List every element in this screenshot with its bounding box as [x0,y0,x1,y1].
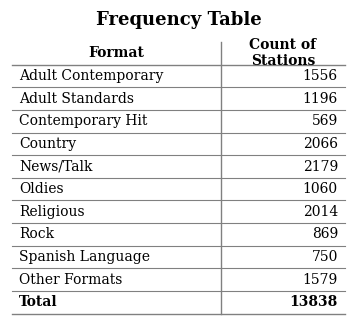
Text: 2066: 2066 [303,137,338,151]
Text: 1579: 1579 [303,273,338,287]
Text: Adult Contemporary: Adult Contemporary [19,69,164,83]
Text: Oldies: Oldies [19,182,64,196]
Text: Religious: Religious [19,205,85,219]
Text: Contemporary Hit: Contemporary Hit [19,114,147,128]
Text: 1556: 1556 [303,69,338,83]
Text: 1196: 1196 [303,92,338,106]
Text: Spanish Language: Spanish Language [19,250,150,264]
Text: 750: 750 [312,250,338,264]
Text: Country: Country [19,137,76,151]
Text: 13838: 13838 [290,295,338,309]
Text: Other Formats: Other Formats [19,273,122,287]
Text: Adult Standards: Adult Standards [19,92,134,106]
Text: Rock: Rock [19,227,54,241]
Text: 569: 569 [312,114,338,128]
Text: Format: Format [89,46,145,60]
Text: 1060: 1060 [303,182,338,196]
Text: Total: Total [19,295,58,309]
Text: News/Talk: News/Talk [19,159,92,174]
Text: Count of
Stations: Count of Stations [250,38,317,69]
Text: Frequency Table: Frequency Table [96,11,261,29]
Text: 2179: 2179 [303,159,338,174]
Text: 869: 869 [312,227,338,241]
Text: 2014: 2014 [303,205,338,219]
